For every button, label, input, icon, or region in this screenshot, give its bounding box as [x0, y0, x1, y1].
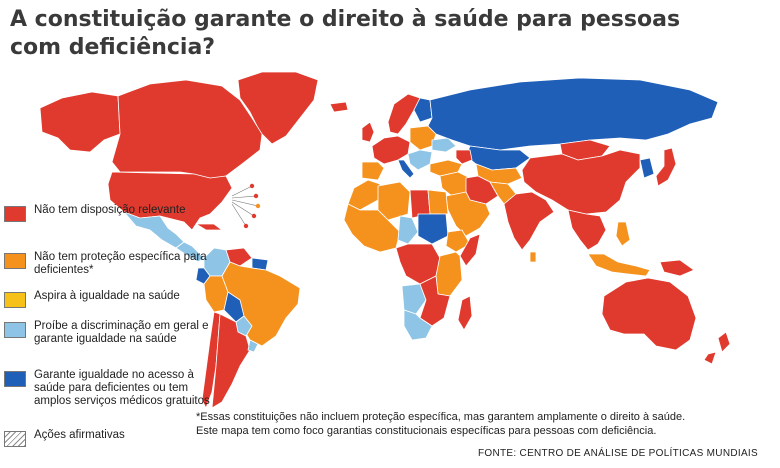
greenland-region: [237, 71, 319, 145]
ethiopia-region: [445, 229, 471, 253]
page-title: A constituição garante o direito à saúde…: [10, 6, 710, 62]
central-america-region: [175, 241, 205, 263]
philippines-region: [615, 221, 631, 247]
legend-aspires-equality: Aspira à igualdade na saúde: [4, 290, 216, 308]
caribbean-dots: [243, 183, 261, 229]
southeast-asia-region: [567, 209, 607, 251]
china-region: [521, 149, 641, 215]
footnote-line-1: *Essas constituições não incluem proteçã…: [196, 411, 686, 423]
legend-swatch: [4, 253, 26, 269]
sahel-region: [397, 215, 419, 245]
balkans-region: [407, 149, 433, 171]
legend-swatch: [4, 431, 26, 447]
canada-region: [111, 79, 263, 181]
iceland-region: [329, 101, 349, 113]
ukraine-region: [431, 137, 457, 153]
legend-swatch: [4, 322, 26, 338]
north-africa-west-region: [347, 179, 381, 211]
papua-region: [659, 259, 695, 277]
legend-label: Não tem disposição relevante: [34, 204, 186, 216]
southern-africa-region: [419, 275, 451, 327]
new-zealand-region: [703, 331, 731, 365]
legend-guarantees-equality: Garante igualdade no acesso à saúde para…: [4, 369, 216, 408]
japan-region: [655, 147, 677, 187]
kazakhstan-region: [465, 145, 531, 171]
finland-region: [413, 97, 433, 123]
italy-region: [397, 159, 415, 179]
legend-label: Garante igualdade no acesso à saúde para…: [34, 369, 210, 407]
legend-label: Proíbe a discriminação em geral e garant…: [34, 320, 209, 345]
alaska-region: [39, 91, 121, 153]
uruguay-region: [247, 339, 259, 353]
caucasus-region: [455, 149, 473, 165]
korea-region: [639, 157, 655, 179]
venezuela-region: [225, 247, 253, 267]
title-line-2: com deficiência?: [10, 35, 216, 60]
egypt-region: [427, 189, 449, 215]
somalia-region: [459, 233, 481, 267]
india-region: [503, 191, 555, 251]
uk-region: [361, 121, 375, 143]
legend-no-specific-protection: Não tem proteção específica para deficie…: [4, 251, 216, 277]
source-credit: FONTE: CENTRO DE ANÁLISE DE POLÍTICAS MU…: [478, 448, 758, 459]
madagascar-region: [457, 295, 473, 331]
sri-lanka-region: [529, 251, 537, 263]
legend-affirmative-actions: Ações afirmativas: [4, 429, 216, 447]
sudan-region: [417, 213, 449, 245]
legend-label: Ações afirmativas: [34, 429, 125, 441]
australia-region: [601, 277, 697, 351]
footnote-line-2: Este mapa tem como foco garantias consti…: [196, 425, 657, 437]
title-line-1: A constituição garante o direito à saúde…: [10, 7, 681, 32]
east-africa-region: [435, 251, 463, 297]
iberia-region: [361, 161, 385, 181]
caribbean-callouts: [231, 185, 259, 227]
footnote: *Essas constituições não incluem proteçã…: [196, 410, 776, 438]
arabia-region: [445, 191, 491, 237]
bolivia-region: [223, 291, 245, 323]
legend-label: Aspira à igualdade na saúde: [34, 290, 180, 302]
indonesia-region: [587, 253, 651, 277]
legend-label: Não tem proteção específica para deficie…: [34, 251, 207, 276]
angola-region: [401, 283, 427, 315]
russia-region: [427, 77, 719, 151]
argentina-region: [211, 313, 251, 409]
south-africa-region: [403, 309, 433, 341]
cuba-region: [195, 223, 223, 231]
legend-prohibits-discrimination: Proíbe a discriminação em geral e garant…: [4, 320, 216, 346]
legend-swatch: [4, 292, 26, 308]
legend-swatch: [4, 371, 26, 387]
legend-no-provision: Não tem disposição relevante: [4, 204, 216, 222]
legend-swatch: [4, 206, 26, 222]
